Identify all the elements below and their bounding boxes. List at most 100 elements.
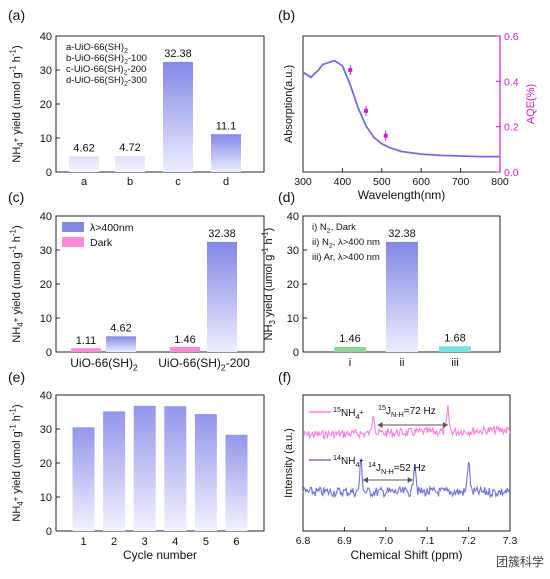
- panel-b-aqe-point: [383, 133, 388, 138]
- panel-e-y-tick-label: 0: [46, 526, 52, 538]
- panel-d-y-tick-label: 40: [287, 211, 299, 223]
- panel-b-y2-tick-label: 0.6: [504, 31, 519, 43]
- panel-f-x-tick-label: 7.2: [461, 535, 476, 547]
- panel-c-bar-light: [106, 336, 136, 352]
- panel-c-y-tick-label: 10: [40, 313, 52, 325]
- panel-a-label: (a): [8, 7, 25, 23]
- panel-b-y2label: AQE(%): [525, 84, 537, 124]
- panel-a-ylabel: NH4+ yield (umol g-1 h-1): [8, 45, 25, 162]
- panel-a-value-label: 11.1: [216, 120, 237, 132]
- panel-a-bar: [211, 134, 241, 172]
- panel-b-x-tick-label: 400: [334, 176, 352, 188]
- panel-f-ylabel: Intensity (a.u.): [283, 428, 295, 498]
- panel-d-value-label: 1.46: [339, 333, 360, 345]
- panel-f-legend-15nh4: 15NH4+: [333, 405, 364, 421]
- panel-c-bar-dark: [170, 347, 200, 352]
- panel-c-y-tick-label: 20: [40, 279, 52, 291]
- panel-e-bar: [225, 434, 248, 531]
- panel-b-xlabel: Wavelength(nm): [358, 188, 446, 202]
- panel-d-y-tick-label: 20: [287, 279, 299, 291]
- panel-a-tick-label: d: [223, 176, 229, 188]
- panel-f-coupling-15: 15JN-H=72 Hz: [378, 403, 436, 419]
- panel-d-y-tick-label: 30: [287, 245, 299, 257]
- panel-e-tick-label: 4: [172, 536, 178, 548]
- panel-a-legend-entry: d-UiO-66(SH)2-300: [66, 75, 147, 88]
- panel-b-x-tick-label: 700: [452, 176, 470, 188]
- panel-c-legend-entry: λ>400nm: [90, 222, 134, 234]
- panel-f-arrowhead: [407, 477, 413, 483]
- panel-b-label: (b): [278, 7, 295, 23]
- panel-a-value-label: 4.72: [119, 142, 140, 154]
- panel-e-tick-label: 2: [111, 536, 117, 548]
- panel-c-value-label: 1.11: [76, 335, 97, 347]
- panel-e-tick-label: 5: [203, 536, 209, 548]
- panel-d-label: (d): [278, 189, 295, 205]
- watermark: 团簇科学: [495, 555, 544, 569]
- panel-d-y-tick-label: 0: [293, 347, 299, 359]
- panel-b-y2-tick-label: 0.2: [504, 122, 519, 134]
- panel-c-ylabel: NH4+ yield (umol g-1 h-1): [8, 225, 25, 342]
- panel-e-xlabel: Cycle number: [123, 548, 197, 562]
- panel-a-value-label: 4.62: [73, 142, 94, 154]
- panel-b-y2-tick-label: 0.0: [504, 167, 519, 179]
- panel-f-coupling-14: 14JN-H=52 Hz: [368, 460, 426, 476]
- panel-d-bar: [439, 346, 471, 352]
- panel-d-condition: ii) N2, λ>400 nm: [312, 237, 380, 250]
- panel-d-value-label: 1.68: [444, 332, 465, 344]
- panel-f-x-tick-label: 7.0: [378, 535, 393, 547]
- panel-b-x-tick-label: 800: [491, 176, 509, 188]
- panel-e-bar: [194, 414, 217, 531]
- panel-d-tick-label: iii: [451, 357, 458, 369]
- panel-a-y-tick-label: 30: [40, 65, 52, 77]
- panel-a-y-tick-label: 20: [40, 99, 52, 111]
- panel-f-15nh4-spectrum: [302, 405, 511, 440]
- panel-d-tick-label: i: [349, 357, 351, 369]
- panel-c-y-tick-label: 0: [46, 347, 52, 359]
- panel-c-bar-light: [207, 241, 237, 352]
- panel-b-ylabel: Absorption(a.u.): [283, 65, 295, 143]
- panel-b-y2-tick-label: 0.4: [504, 76, 519, 88]
- panel-f-xlabel: Chemical Shift (ppm): [350, 548, 462, 562]
- panel-c-tick-label: UiO-66(SH)2: [70, 356, 138, 372]
- panel-e-y-tick-label: 10: [40, 492, 52, 504]
- panel-d-bar: [334, 347, 366, 352]
- panel-e-ylabel: NH4+ yield (umol g-1 h-1): [8, 404, 25, 521]
- panel-c-tick-label: UiO-66(SH)2-200: [158, 356, 250, 372]
- panel-d-y-tick-label: 10: [287, 313, 299, 325]
- panel-b-aqe-point: [348, 68, 353, 72]
- panel-e-bar: [133, 405, 156, 531]
- panel-d-value-label: 32.38: [388, 228, 416, 240]
- panel-f-frame: [302, 394, 511, 532]
- panel-a-tick-label: c: [175, 176, 181, 188]
- panel-f-x-tick-label: 7.1: [420, 535, 435, 547]
- panel-f-x-tick-label: 7.3: [503, 535, 518, 547]
- panel-c-legend-swatch-dark: [62, 237, 84, 247]
- panel-d-ylabel: NH3 yield (umol g-1 h-1): [260, 228, 277, 341]
- panel-a-value-label: 32.38: [164, 48, 192, 60]
- panel-e-bar: [72, 427, 95, 531]
- panel-e-tick-label: 1: [80, 536, 86, 548]
- panel-d-bar: [386, 241, 418, 352]
- panel-c-value-label: 1.46: [174, 334, 195, 346]
- panel-b-x-tick-label: 500: [373, 176, 391, 188]
- panel-d-condition: i) N2, Dark: [312, 222, 356, 235]
- panel-c-legend-entry: Dark: [90, 237, 113, 249]
- panel-e-y-tick-label: 30: [40, 424, 52, 436]
- panel-c-legend-swatch-light: [62, 222, 84, 232]
- panel-a-tick-label: a: [81, 176, 88, 188]
- panel-b-aqe-point: [364, 108, 369, 113]
- panel-f-legend-14nh4: 14NH4+: [333, 453, 364, 469]
- panel-e-y-tick-label: 40: [40, 390, 52, 402]
- panel-c-bar-dark: [71, 348, 101, 352]
- panel-f-arrowhead: [442, 422, 448, 428]
- panel-d-tick-label: ii: [400, 357, 405, 369]
- panel-a-bar: [115, 155, 145, 172]
- panel-b-x-tick-label: 600: [412, 176, 430, 188]
- panel-a-y-tick-label: 0: [46, 167, 52, 179]
- panel-e-label: (e): [8, 369, 25, 385]
- panel-e-tick-label: 3: [142, 536, 148, 548]
- panel-e-bar: [103, 411, 126, 531]
- panel-e-tick-label: 6: [233, 536, 239, 548]
- panel-b-x-tick-label: 300: [294, 176, 312, 188]
